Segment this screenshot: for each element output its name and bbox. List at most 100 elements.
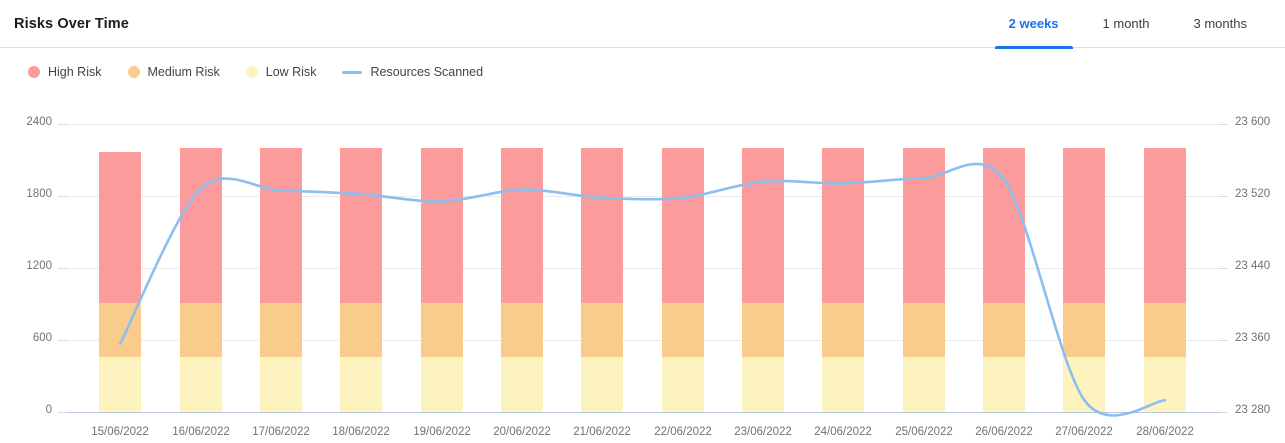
x-axis-label: 16/06/2022 [172,426,230,438]
bar-segment[interactable] [581,148,623,304]
bar-segment[interactable] [501,303,543,358]
x-axis-label: 21/06/2022 [573,426,631,438]
timerange-tabs: 2 weeks 1 month 3 months [987,0,1269,49]
bar-segment[interactable] [903,303,945,358]
legend-item-resources-scanned[interactable]: Resources Scanned [342,65,483,79]
x-axis-label: 19/06/2022 [413,426,471,438]
tab-1-month[interactable]: 1 month [1081,0,1172,48]
x-axis-label: 20/06/2022 [493,426,551,438]
chart-legend: High Risk Medium Risk Low Risk Resources… [0,48,1285,82]
stacked-bar[interactable] [340,148,382,412]
tab-2-weeks[interactable]: 2 weeks [987,0,1081,49]
high-risk-swatch-icon [28,66,40,78]
bar-segment[interactable] [581,303,623,358]
gridline [66,196,1219,197]
bar-segment[interactable] [822,357,864,412]
bar-segment[interactable] [260,148,302,304]
stacked-bar[interactable] [99,152,141,412]
bar-segment[interactable] [742,303,784,358]
legend-item-high-risk-label: High Risk [48,65,102,79]
x-axis-label: 17/06/2022 [252,426,310,438]
stacked-bar[interactable] [180,148,222,412]
bar-segment[interactable] [983,303,1025,358]
y-axis-right-tick [1219,412,1228,413]
legend-item-high-risk[interactable]: High Risk [28,65,102,79]
bar-segment[interactable] [662,148,704,304]
legend-item-low-risk[interactable]: Low Risk [245,65,316,79]
bar-segment[interactable] [742,148,784,304]
x-axis-label: 25/06/2022 [895,426,953,438]
bar-segment[interactable] [1063,148,1105,304]
stacked-bar[interactable] [260,148,302,412]
x-axis-label: 28/06/2022 [1136,426,1194,438]
bar-segment[interactable] [983,148,1025,304]
bar-segment[interactable] [581,357,623,412]
tab-3-months[interactable]: 3 months [1172,0,1269,48]
x-axis-label: 27/06/2022 [1055,426,1113,438]
bar-segment[interactable] [501,148,543,304]
bar-segment[interactable] [1144,303,1186,358]
bar-segment[interactable] [180,303,222,358]
y-axis-right-label: 23 360 [1235,332,1271,344]
bar-segment[interactable] [822,148,864,304]
x-axis-label: 15/06/2022 [91,426,149,438]
bar-segment[interactable] [99,152,141,304]
bar-segment[interactable] [983,357,1025,412]
bar-segment[interactable] [180,357,222,412]
x-axis-label: 26/06/2022 [975,426,1033,438]
bar-segment[interactable] [822,303,864,358]
bar-segment[interactable] [421,303,463,358]
y-axis-right-label: 23 600 [1235,116,1271,128]
resources-scanned-line[interactable] [118,162,1167,417]
panel-header: Risks Over Time 2 weeks 1 month 3 months [0,0,1285,49]
y-axis-left-tick [58,340,67,341]
bar-segment[interactable] [421,357,463,412]
stacked-bar[interactable] [581,148,623,412]
bar-segment[interactable] [662,357,704,412]
bar-segment[interactable] [1063,303,1105,358]
stacked-bar[interactable] [662,148,704,412]
y-axis-left-tick [58,268,67,269]
stacked-bar[interactable] [1144,148,1186,412]
stacked-bar[interactable] [742,148,784,412]
stacked-bar[interactable] [983,148,1025,412]
legend-item-medium-risk[interactable]: Medium Risk [127,65,220,79]
bar-segment[interactable] [903,357,945,412]
page-title: Risks Over Time [14,15,129,32]
chart-plot-area: 0 600 1200 1800 2400 23 280 23 360 23 440 23 52… [0,96,1285,443]
bar-segment[interactable] [421,148,463,304]
tab-2-weeks-label: 2 weeks [1008,16,1059,31]
stacked-bar[interactable] [421,148,463,412]
stacked-bar[interactable] [501,148,543,412]
y-axis-left-label: 600 [32,332,52,344]
bar-segment[interactable] [260,303,302,358]
bar-segment[interactable] [340,148,382,304]
x-axis-label: 23/06/2022 [734,426,792,438]
x-axis-label: 24/06/2022 [814,426,872,438]
bar-segment[interactable] [1063,357,1105,412]
bar-segment[interactable] [340,303,382,358]
bar-segment[interactable] [99,357,141,412]
bar-segment[interactable] [662,303,704,358]
bar-segment[interactable] [180,148,222,304]
axis-baseline [66,412,1219,413]
bar-segment[interactable] [260,357,302,412]
bar-segment[interactable] [340,357,382,412]
y-axis-right-label: 23 280 [1235,404,1271,416]
x-axis-label: 18/06/2022 [332,426,390,438]
bar-segment[interactable] [1144,148,1186,304]
y-axis-right-tick [1219,124,1228,125]
bar-segment[interactable] [501,357,543,412]
low-risk-swatch-icon [245,66,258,78]
y-axis-left-label: 1200 [26,260,52,272]
resources-scanned-line-icon [342,70,363,74]
bar-segment[interactable] [742,357,784,412]
stacked-bar[interactable] [822,148,864,412]
y-axis-right-tick [1219,340,1228,341]
y-axis-right-label: 23 520 [1235,188,1271,200]
y-axis-left-tick [58,412,67,413]
stacked-bar[interactable] [1063,148,1105,412]
y-axis-right-tick [1219,196,1228,197]
bar-segment[interactable] [1144,357,1186,412]
